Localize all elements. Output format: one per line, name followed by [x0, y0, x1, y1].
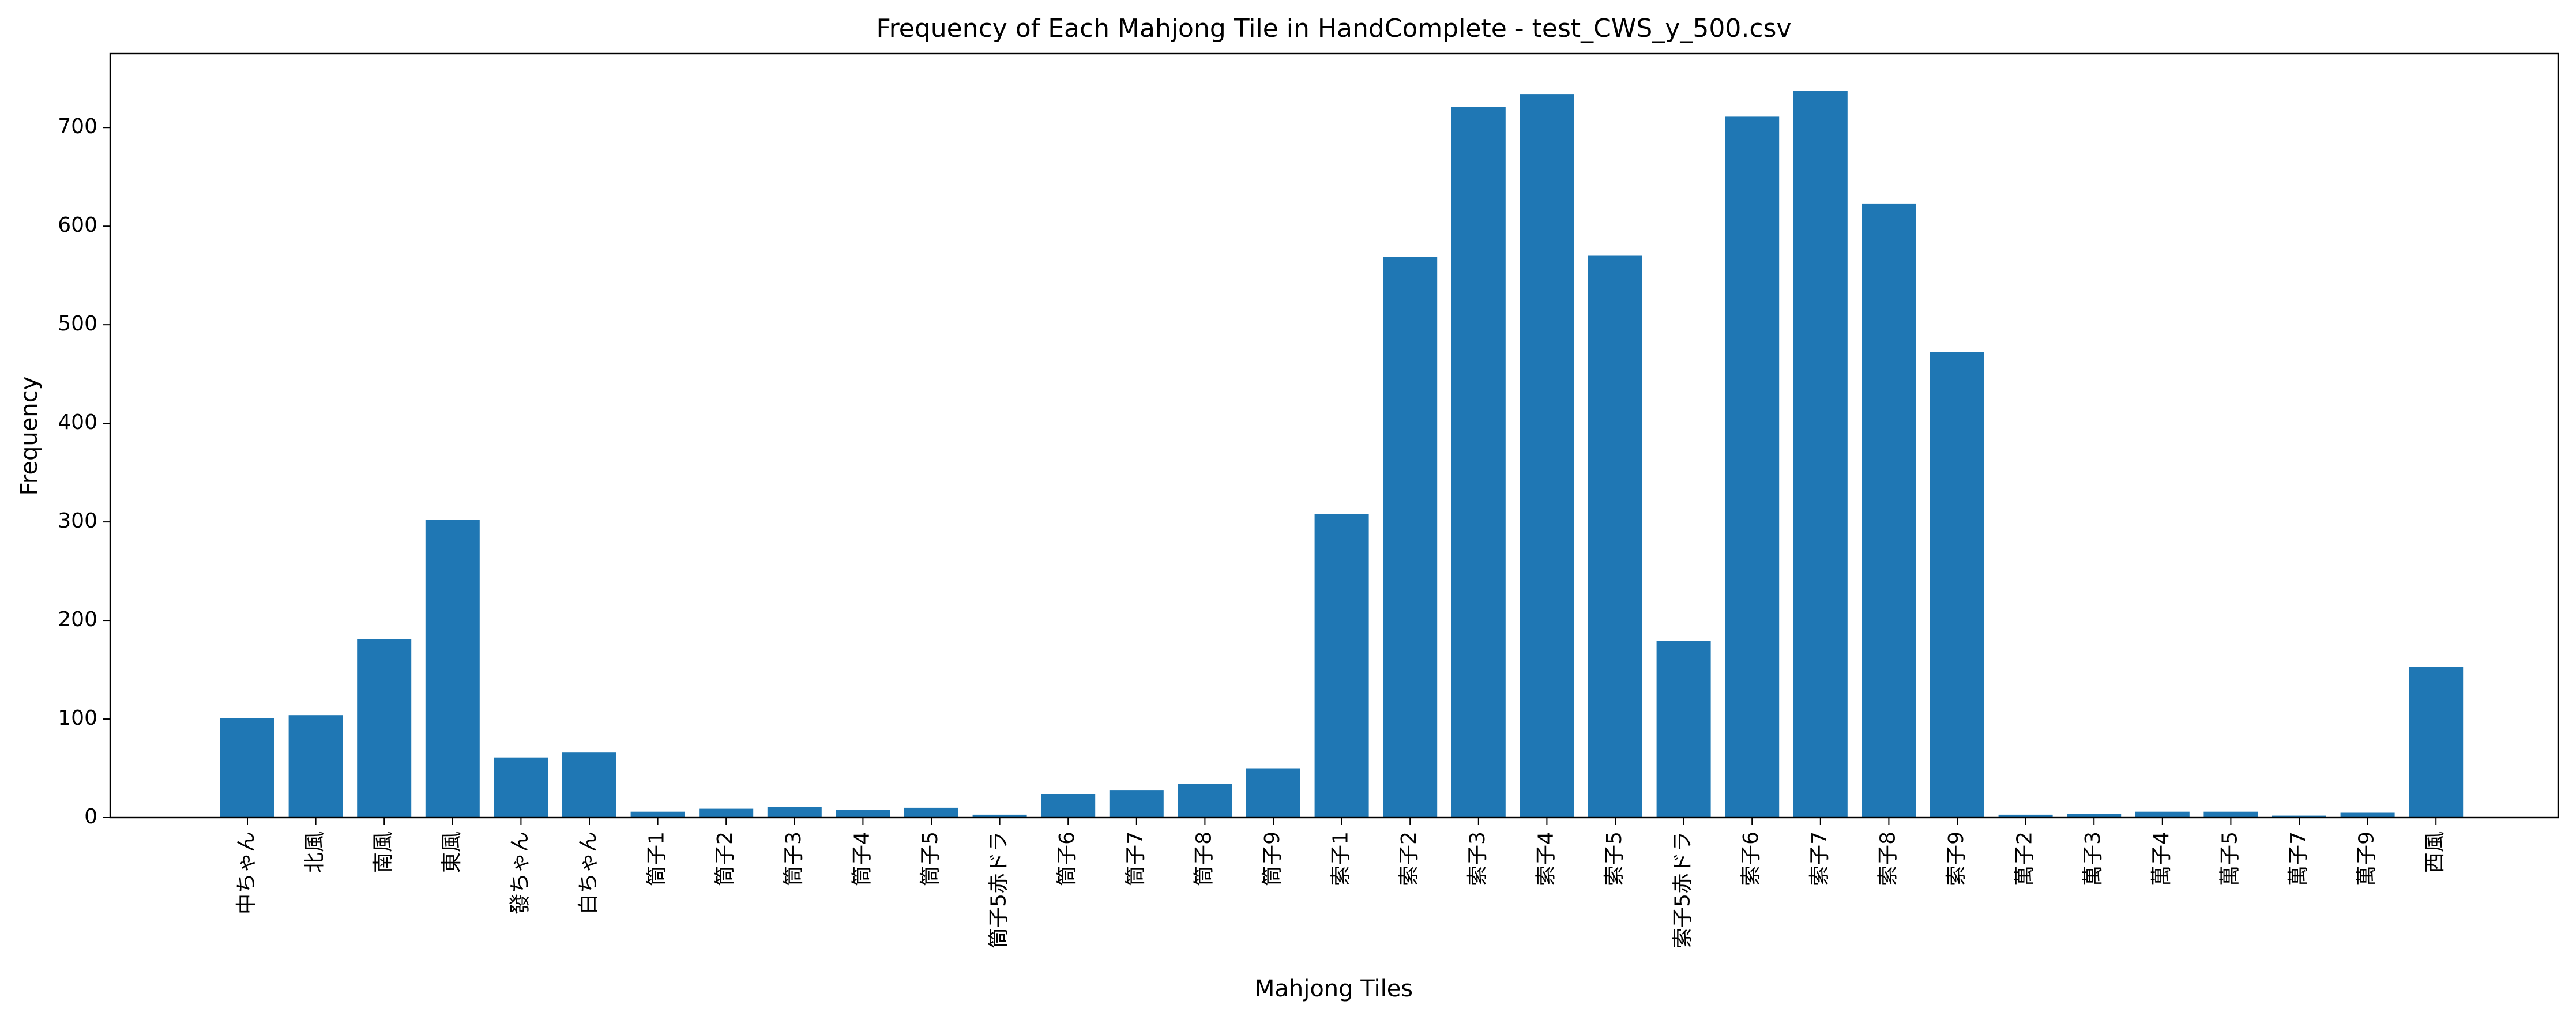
x-tick-label: 索子6 — [1739, 831, 1763, 886]
bar — [767, 807, 822, 818]
y-tick-label: 200 — [58, 608, 97, 631]
bar — [494, 757, 548, 818]
x-tick-label: 筒子7 — [1124, 831, 1148, 886]
bar — [1656, 641, 1711, 818]
bar — [2409, 667, 2464, 818]
chart-title: Frequency of Each Mahjong Tile in HandCo… — [877, 14, 1792, 43]
x-tick-label: 筒子5 — [919, 831, 942, 886]
x-tick-label: 筒子5赤ドラ — [987, 831, 1011, 949]
bar — [1041, 794, 1096, 818]
x-tick-label: 筒子3 — [782, 831, 806, 886]
bar — [2203, 811, 2258, 818]
y-tick-label: 100 — [58, 706, 97, 730]
y-axis: 0 100 200 300 400 500 600 700 — [58, 115, 110, 829]
x-tick-label: 索子4 — [1534, 831, 1558, 886]
bar — [1520, 94, 1574, 818]
bar — [2272, 815, 2326, 818]
bar — [1246, 768, 1300, 818]
bar — [1588, 255, 1642, 818]
x-tick-label: 索子5赤ドラ — [1671, 831, 1695, 949]
y-tick-label: 600 — [58, 213, 97, 237]
x-tick-label: 筒子6 — [1055, 831, 1079, 886]
bar — [1314, 514, 1369, 818]
x-tick-label: 筒子9 — [1261, 831, 1284, 886]
y-tick-label: 0 — [84, 805, 97, 829]
y-tick-label: 400 — [58, 411, 97, 434]
x-axis-label: Mahjong Tiles — [1255, 976, 1413, 1002]
bar — [288, 715, 343, 818]
bar — [1862, 203, 1916, 818]
bar — [357, 639, 412, 818]
x-tick-label: 索子8 — [1876, 831, 1900, 886]
x-tick-label: 萬子4 — [2150, 831, 2173, 886]
x-tick-label: 索子9 — [1945, 831, 1968, 886]
bar — [2067, 814, 2122, 818]
bars-group — [220, 91, 2464, 818]
x-tick-label: 萬子3 — [2081, 831, 2105, 886]
x-axis: 中ちゃん 北風 南風 東風 發ちゃん 白ちゃん 筒子1 筒子2 筒子3 筒子4 筒子5 筒子5赤ドラ 筒… — [235, 818, 2447, 949]
bar — [1451, 107, 1506, 818]
bar — [1178, 784, 1232, 818]
x-tick-label: 北風 — [303, 831, 327, 873]
bar — [972, 814, 1027, 818]
x-tick-label: 發ちゃん — [508, 831, 532, 914]
x-tick-label: 南風 — [371, 831, 395, 873]
x-tick-label: 筒子1 — [645, 831, 669, 886]
y-tick-label: 500 — [58, 312, 97, 336]
x-tick-label: 筒子8 — [1192, 831, 1216, 886]
bar — [220, 718, 274, 818]
plot-frame — [109, 52, 2559, 819]
x-tick-label: 筒子2 — [713, 831, 737, 886]
bar — [1383, 257, 1438, 818]
bar — [425, 520, 480, 818]
bar — [1109, 790, 1164, 818]
bar — [904, 807, 958, 818]
bar — [630, 811, 685, 818]
y-tick-label: 700 — [58, 115, 97, 138]
x-tick-label: 白ちゃん — [577, 831, 600, 914]
x-tick-label: 索子5 — [1603, 831, 1626, 886]
bar — [1793, 91, 1848, 818]
x-tick-label: 萬子2 — [2013, 831, 2037, 886]
bar — [699, 808, 754, 818]
x-tick-label: 萬子5 — [2218, 831, 2242, 886]
x-tick-label: 索子7 — [1808, 831, 1832, 886]
bar — [562, 752, 616, 818]
bar — [1725, 116, 1780, 818]
x-tick-label: 索子2 — [1397, 831, 1421, 886]
x-tick-label: 萬子7 — [2287, 831, 2310, 886]
bar — [2340, 812, 2395, 818]
x-tick-label: 索子3 — [1466, 831, 1490, 886]
y-tick-label: 300 — [58, 509, 97, 533]
bar — [1998, 814, 2053, 818]
bar — [1930, 352, 1984, 818]
y-axis-label: Frequency — [16, 377, 43, 496]
x-tick-label: 中ちゃん — [235, 831, 258, 914]
x-tick-label: 索子1 — [1329, 831, 1353, 886]
bar — [836, 810, 890, 818]
x-tick-label: 東風 — [440, 831, 464, 873]
x-tick-label: 筒子4 — [850, 831, 874, 886]
x-tick-label: 西風 — [2423, 831, 2447, 873]
bar — [2135, 811, 2190, 818]
x-tick-label: 萬子9 — [2355, 831, 2379, 886]
